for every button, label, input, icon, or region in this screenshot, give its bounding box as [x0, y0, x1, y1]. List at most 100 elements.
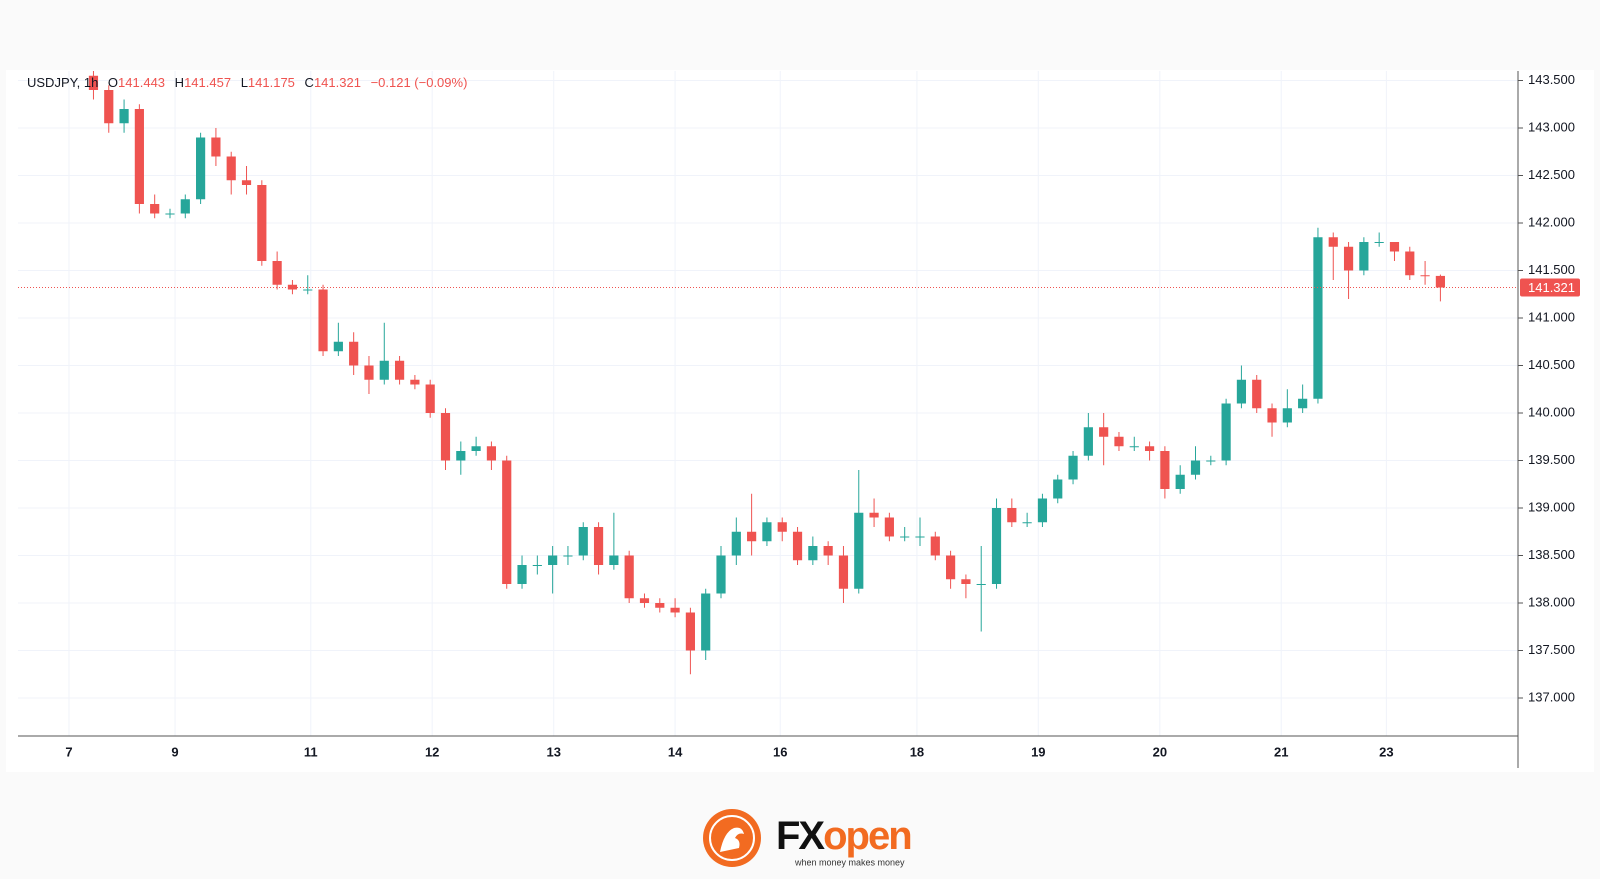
- candles: [88, 71, 1445, 675]
- ohlc-label: C: [305, 75, 314, 90]
- y-tick-label: 140.500: [1528, 357, 1575, 372]
- candle-body: [303, 289, 313, 291]
- candle-body: [1190, 460, 1201, 475]
- candle-body: [624, 555, 634, 599]
- candle-body: [1053, 479, 1063, 499]
- x-tick-label: 14: [668, 744, 683, 759]
- candle-body: [502, 460, 512, 584]
- candle-body: [578, 527, 588, 556]
- y-tick-label: 140.000: [1528, 404, 1575, 419]
- candle-body: [1328, 237, 1338, 247]
- x-tick-label: 23: [1379, 744, 1393, 759]
- x-tick-label: 16: [773, 744, 787, 759]
- logo-tagline: when money makes money: [794, 857, 905, 867]
- y-tick-label: 138.000: [1528, 594, 1575, 609]
- candle-body: [915, 536, 925, 538]
- candle-body: [1267, 408, 1277, 423]
- candle-body: [670, 607, 680, 613]
- x-tick-label: 21: [1274, 744, 1288, 759]
- candle-body: [349, 341, 359, 366]
- candle-body: [1037, 498, 1048, 523]
- candle-body: [440, 413, 451, 461]
- candle-body: [854, 512, 864, 589]
- candle-body: [119, 109, 129, 124]
- candle-body: [1298, 398, 1308, 409]
- y-tick-label: 137.000: [1528, 689, 1575, 704]
- symbol: USDJPY, 1h: [27, 75, 98, 90]
- candle-body: [792, 531, 803, 561]
- candle-body: [593, 527, 604, 565]
- candle-body: [777, 522, 787, 532]
- candle-body: [88, 75, 99, 90]
- candle-body: [1236, 379, 1247, 404]
- candle-body: [1313, 237, 1323, 399]
- ohlc-value: 141.457: [184, 75, 231, 90]
- last-price-label: 141.321: [1528, 280, 1575, 295]
- y-tick-label: 141.500: [1528, 262, 1575, 277]
- candle-body: [1144, 446, 1155, 451]
- x-tick-label: 18: [910, 744, 924, 759]
- candle-body: [976, 584, 986, 585]
- candle-body: [961, 579, 971, 584]
- candle-body: [701, 593, 711, 651]
- candle-body: [884, 517, 894, 537]
- candle-body: [1374, 242, 1384, 243]
- candle-body: [548, 555, 558, 565]
- y-tick-label: 143.500: [1528, 72, 1575, 87]
- y-tick-label: 141.000: [1528, 309, 1575, 324]
- candle-body: [1099, 427, 1109, 437]
- candle-body: [1343, 246, 1354, 271]
- logo-text: FXopen: [776, 814, 911, 858]
- candle-body: [1359, 242, 1369, 271]
- candle-body: [333, 341, 343, 352]
- logo-brand-a: FX: [776, 814, 825, 858]
- candle-body: [609, 555, 619, 565]
- candle-body: [563, 555, 573, 557]
- x-tick-label: 11: [304, 744, 318, 759]
- candle-body: [1420, 275, 1430, 277]
- candle-body: [747, 531, 757, 542]
- candle-body: [532, 565, 542, 566]
- candle-body: [1282, 408, 1292, 423]
- candle-body: [379, 360, 389, 380]
- y-tick-label: 139.500: [1528, 452, 1575, 467]
- ohlc-value: 141.175: [248, 75, 295, 90]
- candle-body: [241, 180, 252, 185]
- candle-body: [823, 546, 833, 556]
- candle-body: [150, 204, 160, 214]
- chart-header: USDJPY, 1h O141.443 H141.457 L141.175 C1…: [27, 75, 467, 90]
- candle-body: [272, 261, 282, 285]
- candle-body: [180, 199, 190, 214]
- candle-body: [517, 565, 527, 584]
- candle-body: [196, 137, 206, 200]
- candle-body: [1221, 403, 1231, 461]
- candle-body: [1022, 522, 1032, 524]
- candle-body: [364, 365, 374, 380]
- candle-body: [257, 185, 267, 261]
- ohlc-label: H: [175, 75, 184, 90]
- last-price-box: [1520, 278, 1580, 297]
- x-tick-label: 19: [1031, 744, 1045, 759]
- y-tick-label: 142.000: [1528, 214, 1575, 229]
- candle-body: [471, 446, 481, 451]
- candle-body: [211, 137, 221, 157]
- candle-body: [716, 555, 726, 594]
- candle-body: [1389, 242, 1400, 252]
- candle-body: [456, 451, 466, 461]
- candle-body: [900, 536, 910, 538]
- candle-body: [808, 546, 818, 561]
- candle-body: [655, 603, 665, 608]
- candle-body: [930, 536, 940, 556]
- ohlc-label: L: [241, 75, 248, 90]
- candle-body: [991, 508, 1002, 584]
- candle-body: [104, 90, 114, 124]
- ohlc-label: O: [108, 75, 118, 90]
- candle-body: [1114, 436, 1124, 447]
- y-tick-label: 138.500: [1528, 547, 1575, 562]
- ohlc-value: 141.443: [118, 75, 165, 90]
- candle-body: [1435, 275, 1445, 288]
- logo-icon-mark: [720, 827, 744, 852]
- candle-body: [486, 446, 497, 461]
